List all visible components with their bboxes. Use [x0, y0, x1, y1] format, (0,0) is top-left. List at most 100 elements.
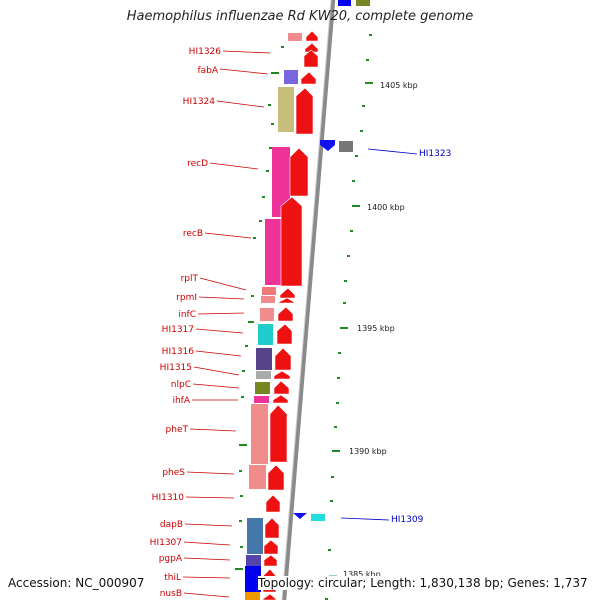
gene-arrow [273, 370, 291, 380]
gene-label: fabA [197, 66, 218, 76]
left-gene-labels: HI1326 fabA HI1324 recD recB rplT rpmI i… [150, 47, 222, 599]
gene-arrow [279, 287, 296, 299]
genome-backbone [281, 0, 336, 600]
tick-mark [343, 302, 346, 304]
tick-mark [369, 34, 372, 36]
gene-arrow [272, 394, 289, 404]
right-gene-labels: HI1323 HI1309 [391, 149, 451, 525]
gene-arrow [300, 71, 317, 85]
tick-mark [251, 295, 254, 297]
tick-mark [271, 72, 279, 74]
gene-arrow [274, 347, 292, 371]
tick-mark [344, 280, 347, 282]
gene-arrow [293, 513, 307, 519]
gene-label: dapB [160, 520, 183, 530]
tick-label: 1395 kbp [357, 324, 395, 333]
tick-mark [350, 230, 353, 232]
tick-mark [245, 345, 248, 347]
tick-mark [239, 444, 247, 446]
tick-mark [366, 59, 369, 61]
cog-bar [247, 518, 263, 554]
gene-label: HI1323 [419, 149, 451, 159]
tick-mark [360, 130, 363, 132]
tick-mark [235, 568, 243, 570]
gene-arrow [269, 404, 288, 463]
tick-mark [239, 470, 242, 472]
gene-label: ihfA [172, 396, 190, 406]
gene-label: HI1309 [391, 515, 424, 525]
gene-arrow [267, 464, 285, 491]
cog-bar [338, 0, 351, 6]
tick-label: 1405 kbp [380, 81, 418, 90]
tick-mark [355, 155, 358, 157]
gene-arrow [265, 494, 281, 513]
topology-text: Topology: circular; Length: 1,830,138 bp… [258, 576, 588, 590]
tick-mark [241, 396, 244, 398]
tick-mark [352, 180, 355, 182]
cog-bar [255, 382, 270, 394]
tick-mark [240, 546, 243, 548]
cog-bar [256, 348, 272, 370]
tick-mark [337, 377, 340, 379]
cog-bar [272, 147, 290, 217]
tick-label: 1390 kbp [349, 447, 387, 456]
tick-mark [330, 500, 333, 502]
tick-mark [248, 321, 254, 323]
tick-mark [268, 104, 271, 106]
cog-bar [265, 219, 283, 285]
gene-arrow [278, 297, 295, 304]
cog-bar [251, 404, 268, 464]
gene-arrow [320, 140, 335, 151]
cog-bar [249, 465, 266, 489]
gene-arrow [289, 147, 309, 197]
cog-bar [311, 514, 325, 521]
gene-arrow [263, 539, 279, 555]
tick-mark [332, 450, 340, 452]
gene-arrow [295, 87, 314, 135]
cog-bar [284, 70, 298, 84]
cog-bar [245, 592, 260, 600]
gene-label: HI1324 [183, 97, 216, 107]
tick-mark [365, 82, 373, 84]
reverse-gene-arrows [293, 140, 335, 519]
gene-label: pheT [166, 425, 189, 435]
tick-mark [352, 205, 360, 207]
cog-bar [260, 308, 274, 321]
tick-mark [331, 476, 334, 478]
gene-label: HI1317 [162, 325, 194, 335]
cog-bar [254, 396, 269, 403]
tick-mark [334, 426, 337, 428]
tick-mark [325, 598, 328, 600]
tick-mark [259, 220, 262, 222]
tick-mark [362, 105, 365, 107]
gene-arrow [303, 49, 319, 68]
gene-label: nlpC [171, 380, 191, 390]
cog-color-bars [245, 0, 370, 600]
tick-mark [347, 255, 350, 257]
gene-arrow [273, 380, 290, 395]
gene-arrow [277, 306, 294, 322]
gene-arrow [276, 323, 293, 345]
right-leader-lines [340, 148, 418, 521]
gene-label: pgpA [159, 554, 183, 564]
tick-mark [281, 46, 284, 48]
gene-label: infC [178, 310, 196, 320]
tick-label: 1385 kbp [343, 570, 381, 579]
accession-text: Accession: NC_000907 [8, 576, 145, 590]
gene-label: HI1315 [160, 363, 192, 373]
cog-bar [246, 555, 261, 567]
cog-bar [356, 0, 370, 6]
cog-bar [288, 33, 302, 41]
cog-bar [261, 296, 275, 303]
gene-label: thiL [164, 573, 181, 583]
gene-label: rpmI [176, 293, 197, 303]
tick-mark [338, 352, 341, 354]
tick-mark [242, 370, 245, 372]
gene-label: nusB [160, 589, 182, 599]
gene-label: HI1307 [150, 538, 182, 548]
scale-ticks [235, 34, 373, 600]
tick-mark [266, 170, 269, 172]
gene-arrow [264, 517, 280, 539]
left-leader-lines [182, 50, 271, 598]
